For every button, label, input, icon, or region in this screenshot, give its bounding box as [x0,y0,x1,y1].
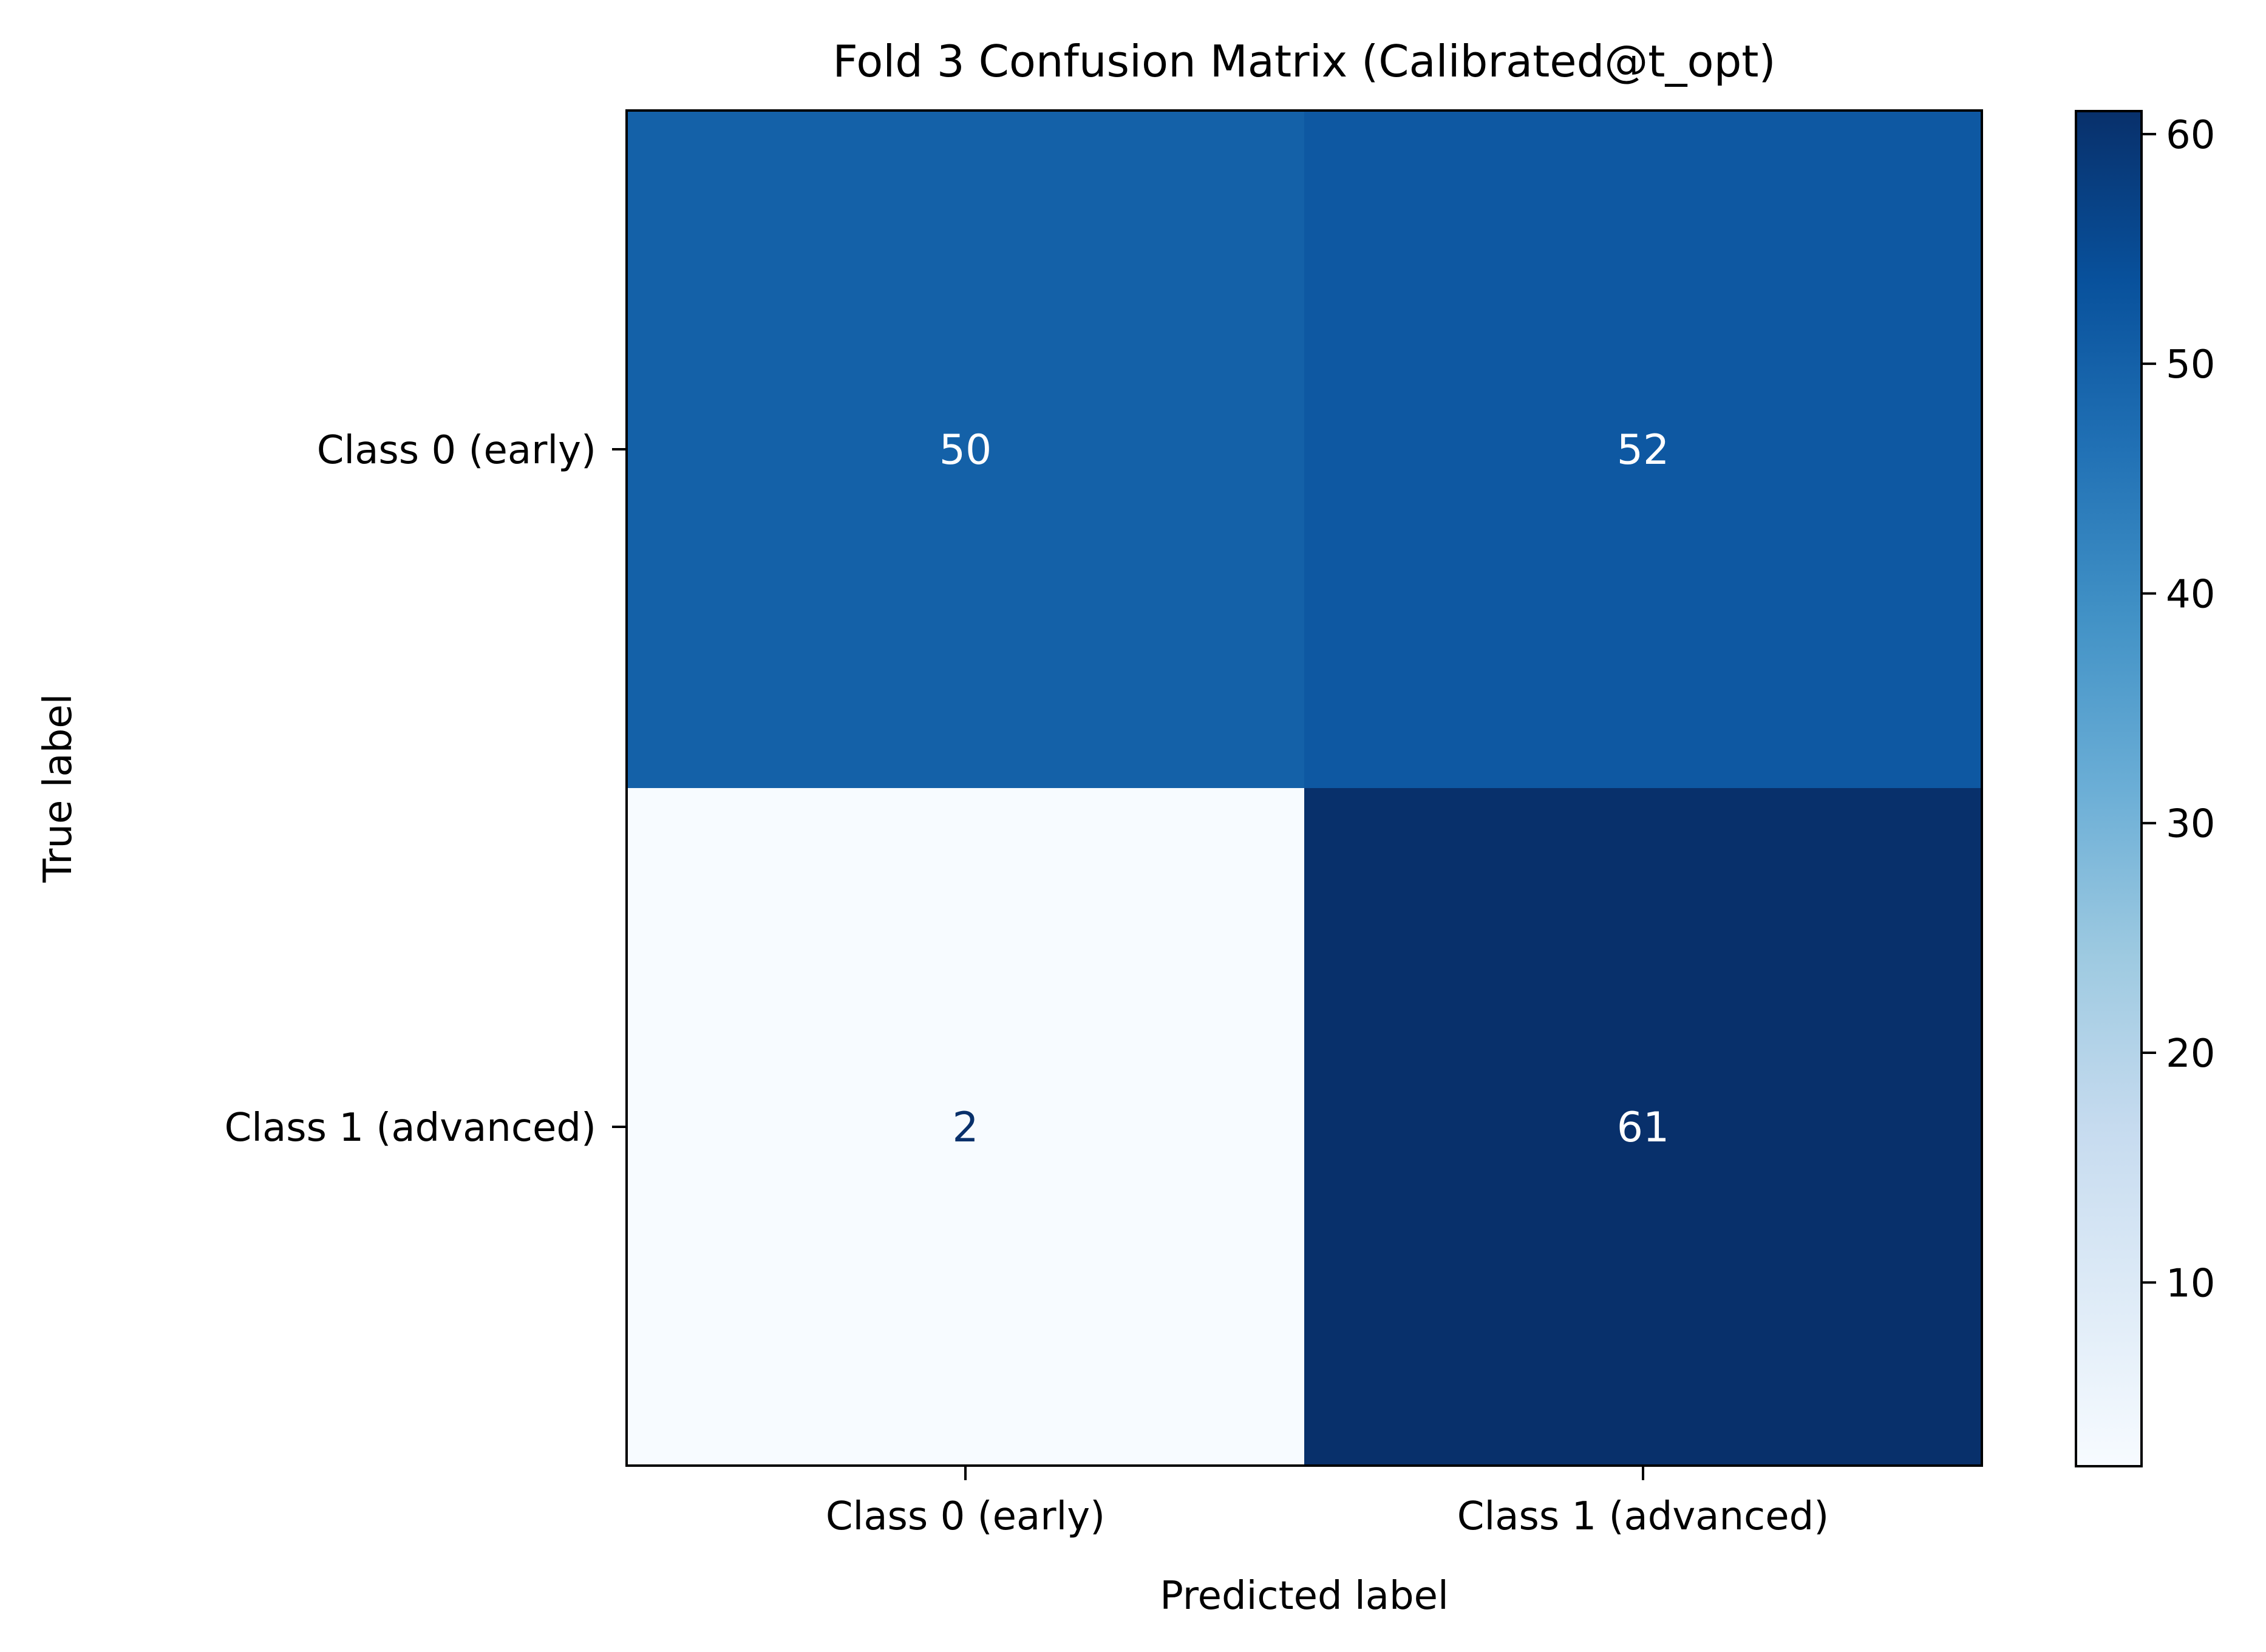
cell-value-label: 52 [1617,426,1670,474]
colorbar-tick-label: 10 [2166,1261,2215,1306]
colorbar-tick-label: 40 [2166,572,2215,617]
heatmap-cell [627,788,1305,1466]
cell-value-label: 61 [1617,1104,1670,1152]
y-tick-label: Class 0 (early) [317,428,596,473]
y-axis: Class 0 (early) Class 1 (advanced) [225,428,627,1151]
colorbar-tick-label: 30 [2166,802,2215,847]
colorbar-gradient [2075,110,2143,1467]
plot-frame [625,109,1983,1467]
cell-value-label: 50 [939,426,992,474]
colorbar-tick-label: 20 [2166,1032,2215,1076]
heatmap-cell-labels: 50 52 2 61 [939,426,1670,1152]
colorbar-ticks: 10 20 30 40 50 60 [2142,113,2215,1306]
chart-title: Fold 3 Confusion Matrix (Calibrated@t_op… [832,36,1775,87]
x-tick-label: Class 0 (early) [826,1494,1105,1539]
heatmap-cell [1304,788,1982,1466]
cell-value-label: 2 [952,1104,978,1152]
heatmap-cell [1304,110,1982,789]
colorbar-tick-label: 50 [2166,342,2215,387]
y-axis-label: True label [36,693,81,883]
x-axis-label: Predicted label [1160,1574,1449,1619]
colorbar: 10 20 30 40 50 60 [2075,110,2215,1467]
heatmap-cells [627,110,1982,1466]
y-tick-label: Class 1 (advanced) [225,1106,596,1151]
colorbar-tick-label: 60 [2166,113,2215,158]
heatmap-cell [627,110,1305,789]
x-tick-label: Class 1 (advanced) [1457,1494,1829,1539]
x-axis: Class 0 (early) Class 1 (advanced) [826,1466,1829,1539]
